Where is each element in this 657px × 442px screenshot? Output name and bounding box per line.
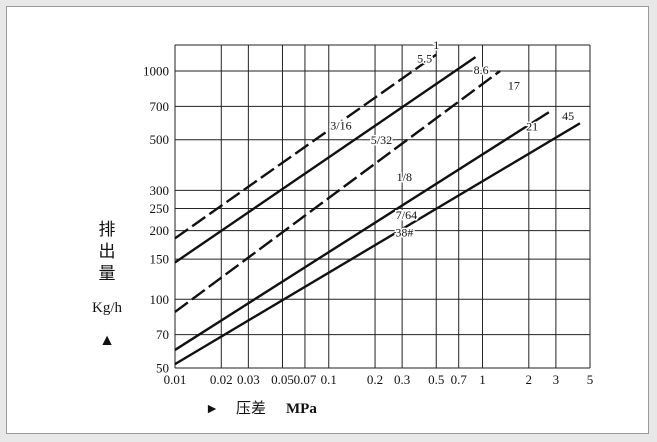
y-tick-label: 500	[150, 132, 170, 147]
series-label: 7/64	[396, 208, 417, 222]
x-tick-label: 0.5	[428, 372, 444, 387]
series-lines	[174, 53, 581, 366]
series-label: 5/32	[371, 133, 392, 147]
y-tick-label: 300	[150, 183, 170, 198]
series-label: 8.6	[474, 63, 489, 77]
series-line	[174, 111, 550, 351]
series-label: 17	[508, 78, 520, 92]
y-tick-label: 250	[150, 201, 170, 216]
y-tick-label: 100	[150, 292, 170, 307]
y-tick-label: 700	[150, 99, 170, 114]
y-axis-label-char: 量	[99, 264, 116, 283]
series-line	[174, 56, 477, 264]
series-label: 45	[562, 109, 574, 123]
x-tick-label: 5	[587, 372, 594, 387]
series-label: 1/8	[397, 170, 412, 184]
y-axis-label-char: 排	[99, 220, 116, 239]
y-axis-arrow-icon: ▲	[99, 332, 115, 349]
x-tick-label: 0.07	[294, 372, 317, 387]
x-tick-label: 0.03	[237, 372, 260, 387]
x-tick-label: 0.1	[321, 372, 337, 387]
series-label: 5.5	[417, 51, 432, 65]
x-tick-label: 0.05	[271, 372, 294, 387]
y-tick-label: 1000	[143, 64, 169, 79]
x-axis-arrow-icon: ►	[205, 402, 219, 417]
y-tick-label: 50	[156, 361, 169, 376]
x-tick-label: 0.7	[451, 372, 468, 387]
x-tick-label: 2	[526, 372, 533, 387]
x-axis-unit: MPa	[286, 401, 317, 417]
series-line	[174, 122, 581, 366]
series-label: 21	[526, 119, 538, 133]
y-axis-label-char: 出	[99, 242, 116, 261]
series-label: 1	[433, 38, 439, 52]
chart-frame: 0.01 0.02 0.03 0.05 0.07 0.1 0.2 0.3 0.5 0.7 1 2 3 5 5…	[6, 6, 649, 434]
series-label: 3/16	[330, 118, 351, 132]
series-label: 38#	[395, 226, 413, 240]
x-tick-label: 0.02	[210, 372, 233, 387]
y-axis-unit: Kg/h	[92, 300, 123, 316]
grid-lines	[174, 44, 591, 369]
y-tick-label: 150	[150, 252, 170, 267]
series-line	[174, 53, 437, 240]
y-tick-label: 200	[150, 223, 170, 238]
x-axis-label: 压差	[236, 400, 266, 417]
series-line	[174, 70, 501, 313]
x-tick-label: 0.3	[394, 372, 410, 387]
x-tick-label: 3	[553, 372, 560, 387]
x-tick-label: 1	[479, 372, 486, 387]
x-tick-label: 0.2	[367, 372, 383, 387]
x-tick-label: 0.01	[164, 372, 187, 387]
y-tick-label: 70	[156, 327, 169, 342]
chart-svg: 0.01 0.02 0.03 0.05 0.07 0.1 0.2 0.3 0.5 0.7 1 2 3 5 5…	[92, 36, 594, 417]
